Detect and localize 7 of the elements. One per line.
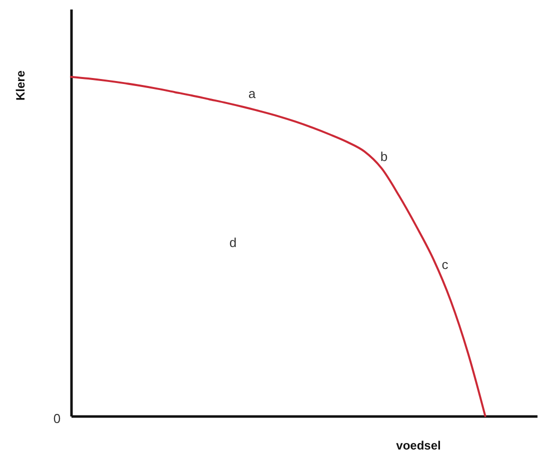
y-axis-title: Klere: [14, 70, 28, 101]
x-axis-title: voedsel: [396, 438, 441, 452]
annotation: a: [248, 86, 256, 101]
text: 0: [53, 411, 61, 426]
annotation: b: [380, 149, 388, 164]
annotation: c: [442, 257, 449, 272]
annotation: d: [229, 235, 237, 250]
